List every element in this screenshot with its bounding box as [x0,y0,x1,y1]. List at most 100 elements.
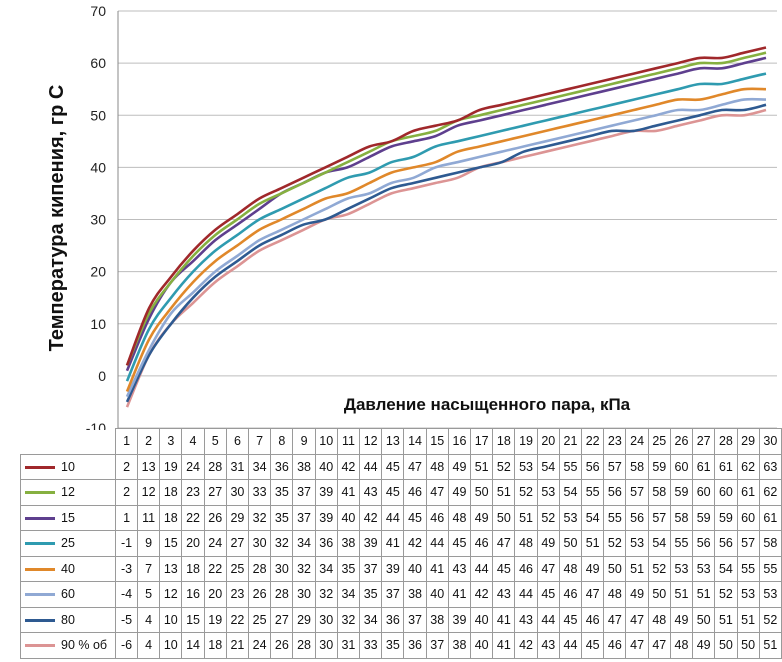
data-value: 36 [403,632,427,659]
data-value: 61 [758,504,782,531]
data-value: 57 [647,504,671,531]
table-row: 80 -5 4 10 15 19 22 25 27 29 30 32 34 36 37 38 39 40 41 43 4… [19,606,782,633]
data-value: 41 [492,632,516,659]
data-value: 27 [270,606,294,633]
data-value: 31 [336,632,361,659]
series-name: 15 [61,510,75,525]
data-value: 52 [647,555,671,582]
data-value: 32 [314,581,338,608]
data-value: 56 [714,530,738,557]
data-value: 45 [381,453,405,480]
legend-entry: 10 [19,453,117,480]
data-value: 38 [336,530,361,557]
x-category-label: 9 [292,428,316,455]
data-value: 34 [336,581,361,608]
data-value: 42 [403,530,427,557]
data-value: 54 [558,479,583,506]
data-value: 44 [514,581,538,608]
data-value: 5 [137,581,161,608]
data-value: 46 [603,632,627,659]
data-value: 44 [381,504,405,531]
data-value: 49 [470,504,494,531]
data-value: 50 [647,581,671,608]
data-value: 55 [736,555,760,582]
data-value: 43 [359,479,383,506]
data-value: -6 [115,632,139,659]
data-value: 49 [536,530,560,557]
data-value: 32 [248,504,272,531]
data-value: 54 [536,453,560,480]
data-value: 61 [736,479,760,506]
table-row: 15 1 11 18 22 26 29 32 35 37 39 40 42 44 45 46 48 49 50 51 5… [19,504,782,531]
data-value: 48 [647,606,671,633]
y-tick-label: 0 [98,368,106,384]
data-value: 35 [270,479,294,506]
data-value: 53 [536,479,560,506]
x-category-label: 8 [270,428,294,455]
data-value: 18 [159,479,183,506]
data-value: 45 [581,632,605,659]
data-value: 46 [514,555,538,582]
series-line [125,51,767,366]
x-category-label: 13 [381,428,405,455]
data-value: 47 [581,581,605,608]
data-value: 49 [447,453,472,480]
series-name: 90 % об [61,638,108,653]
data-value: 35 [336,555,361,582]
x-category-label: 4 [181,428,205,455]
data-value: 47 [492,530,516,557]
data-value: 29 [225,504,250,531]
data-value: 44 [425,530,449,557]
data-value: 38 [447,632,472,659]
data-value: 50 [492,504,516,531]
data-value: 59 [669,479,694,506]
y-tick-label: 60 [90,55,106,71]
data-value: 18 [181,555,205,582]
data-value: 50 [558,530,583,557]
data-value: 7 [137,555,161,582]
legend-key [25,465,55,469]
data-value: 50 [714,632,738,659]
data-value: 47 [647,632,671,659]
data-value: 30 [225,479,250,506]
data-value: 58 [647,479,671,506]
data-value: 54 [581,504,605,531]
series-name: 60 [61,587,75,602]
data-value: 55 [758,555,782,582]
data-value: 45 [447,530,472,557]
data-value: 47 [536,555,560,582]
legend-entry: 80 [19,606,117,633]
y-axis-label: Температура кипения, гр С [46,85,68,352]
data-value: 51 [625,555,649,582]
data-value: 59 [692,504,716,531]
data-value: 40 [403,555,427,582]
data-value: 38 [403,581,427,608]
legend-key [25,542,55,546]
series-name: 40 [61,561,75,576]
data-value: 25 [225,555,250,582]
data-value: 52 [514,479,538,506]
data-value: 34 [248,453,272,480]
data-value: 53 [514,453,538,480]
data-value: 49 [447,479,472,506]
data-value: 4 [137,632,161,659]
x-category-label: 7 [248,428,272,455]
data-value: 24 [181,453,205,480]
x-category-label: 16 [447,428,472,455]
x-category-label: 19 [514,428,538,455]
series-lines [125,46,767,408]
data-value: 28 [270,581,294,608]
data-value: 20 [203,581,227,608]
data-value: 27 [203,479,227,506]
data-value: 48 [514,530,538,557]
x-category-label: 30 [758,428,782,455]
data-value: 12 [159,581,183,608]
data-value: 56 [625,504,649,531]
data-value: 15 [159,530,183,557]
data-value: 16 [181,581,205,608]
x-category-label: 24 [625,428,649,455]
data-value: 61 [714,453,738,480]
legend-entry: 25 [19,530,117,557]
data-value: 61 [692,453,716,480]
data-value: 11 [137,504,161,531]
